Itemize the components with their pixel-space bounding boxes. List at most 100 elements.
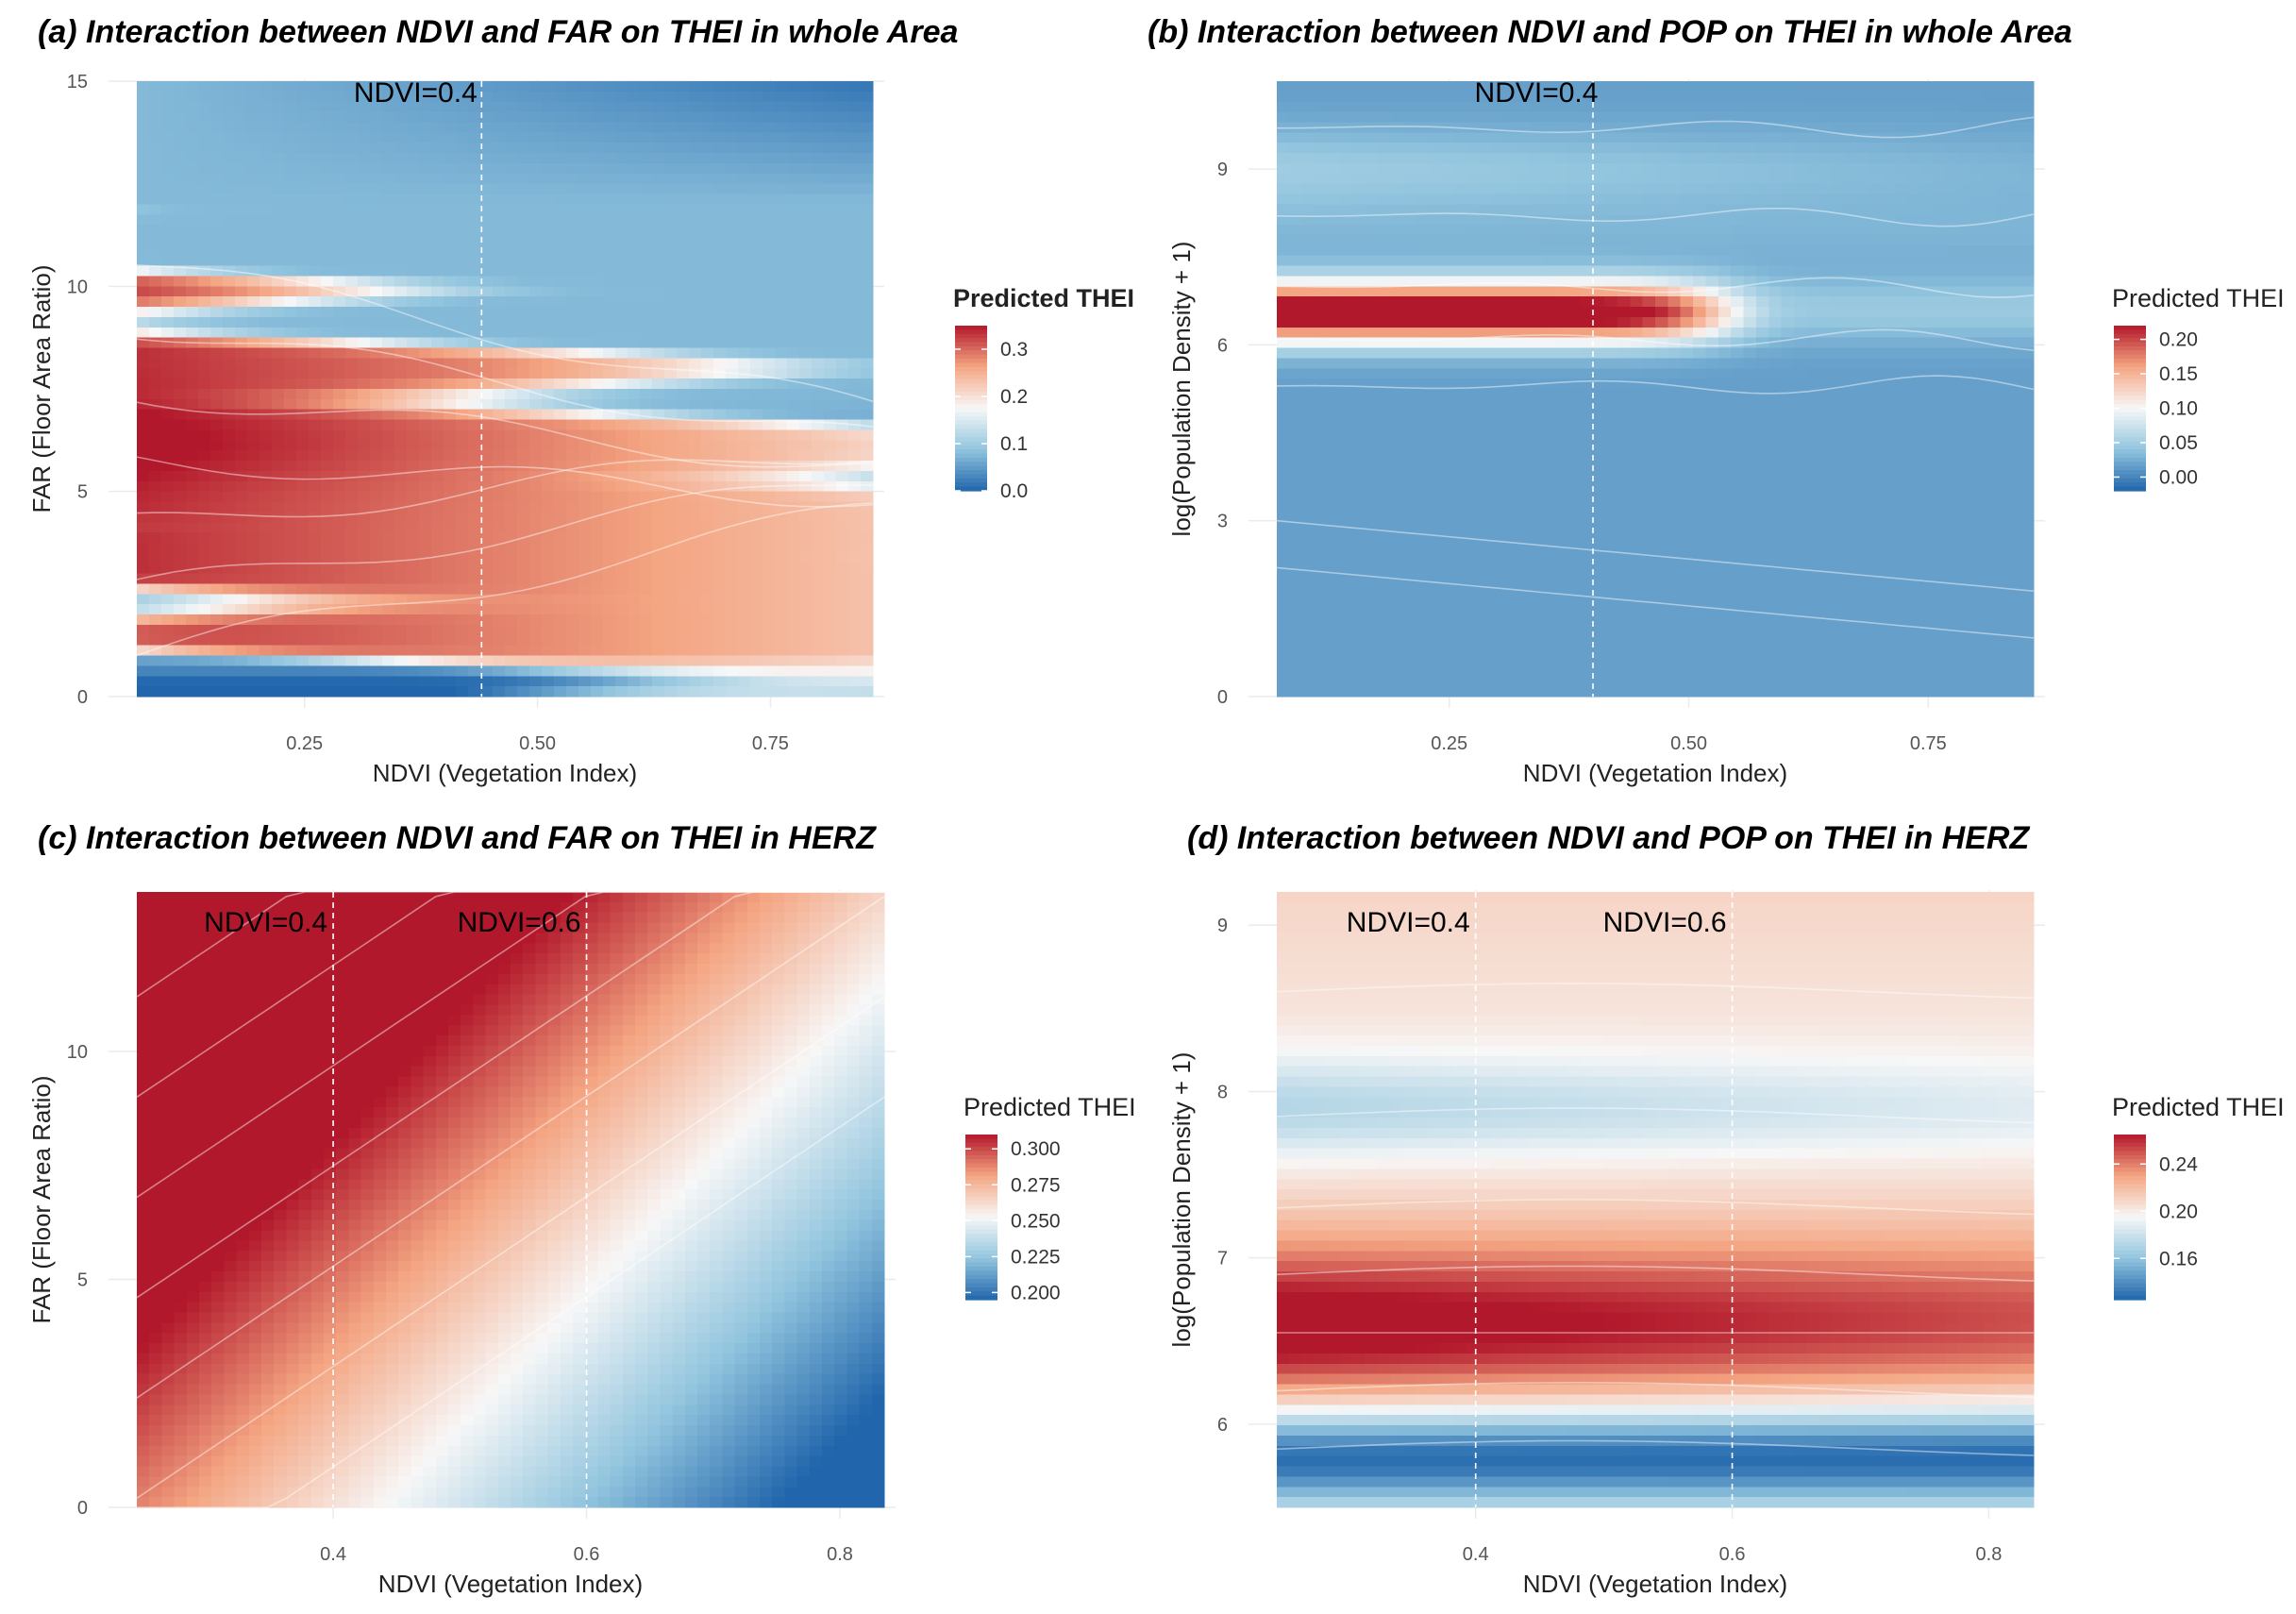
heatmap-cell xyxy=(1301,676,1316,687)
heatmap-cell xyxy=(664,111,678,124)
heatmap-cell xyxy=(750,255,763,267)
heatmap-cell xyxy=(137,501,150,513)
heatmap-cell xyxy=(738,358,751,369)
heatmap-cell xyxy=(493,686,506,698)
heatmap-cell xyxy=(713,491,727,503)
heatmap-cell xyxy=(677,286,690,297)
heatmap-cell xyxy=(407,162,420,175)
heatmap-cell xyxy=(799,552,813,564)
heatmap-cell xyxy=(223,552,236,564)
heatmap-cell xyxy=(444,111,457,124)
heatmap-cell xyxy=(468,676,481,687)
heatmap-cell xyxy=(309,214,322,226)
heatmap-cell xyxy=(1491,573,1505,585)
heatmap-cell xyxy=(235,122,248,133)
heatmap-cell xyxy=(554,337,567,349)
heatmap-cell xyxy=(1503,563,1517,575)
heatmap-cell xyxy=(1402,286,1416,297)
heatmap-cell xyxy=(296,552,310,564)
heatmap-cell xyxy=(358,543,371,554)
heatmap-cell xyxy=(1365,276,1379,287)
heatmap-cell xyxy=(1428,543,1442,554)
heatmap-cell xyxy=(149,512,162,523)
heatmap-cell xyxy=(309,686,322,698)
heatmap-cell xyxy=(394,624,408,636)
heatmap-cell xyxy=(370,81,383,92)
heatmap-cell xyxy=(861,470,874,482)
heatmap-cell xyxy=(1416,583,1429,595)
heatmap-cell xyxy=(836,255,849,267)
heatmap-cell xyxy=(468,429,481,441)
heatmap-cell xyxy=(861,193,874,205)
heatmap-cell xyxy=(444,265,457,277)
heatmap-cell xyxy=(358,122,371,133)
heatmap-cell xyxy=(284,193,297,205)
panel-b-title: (b) Interaction between NDVI and POP on … xyxy=(1148,14,2072,50)
heatmap-cell xyxy=(591,204,604,215)
heatmap-cell xyxy=(701,193,714,205)
heatmap-cell xyxy=(1277,655,1290,666)
heatmap-cell xyxy=(1390,398,1404,411)
heatmap-cell xyxy=(1428,409,1442,421)
heatmap-cell xyxy=(1301,193,1316,205)
heatmap-cell xyxy=(1277,624,1290,636)
heatmap-cell xyxy=(554,316,567,328)
heatmap-cell xyxy=(272,676,285,687)
heatmap-cell xyxy=(198,491,211,503)
heatmap-cell xyxy=(444,398,457,411)
heatmap-cell xyxy=(1491,409,1505,421)
heatmap-cell xyxy=(137,337,150,349)
heatmap-cell xyxy=(1428,532,1442,544)
heatmap-cell xyxy=(763,665,776,677)
heatmap-cell xyxy=(652,235,665,246)
heatmap-cell xyxy=(664,665,678,677)
heatmap-cell xyxy=(738,143,751,154)
heatmap-cell xyxy=(1377,378,1391,390)
heatmap-cell xyxy=(1516,327,1530,339)
heatmap-cell xyxy=(591,296,604,308)
heatmap-cell xyxy=(284,604,297,615)
heatmap-cell xyxy=(1327,122,1341,133)
heatmap-cell xyxy=(542,419,555,431)
heatmap-cell xyxy=(726,522,739,533)
heatmap-cell xyxy=(161,235,175,246)
heatmap-cell xyxy=(689,111,702,124)
heatmap-cell xyxy=(713,604,727,615)
heatmap-cell xyxy=(161,450,175,462)
heatmap-cell xyxy=(505,101,518,113)
heatmap-cell xyxy=(345,101,359,113)
heatmap-cell xyxy=(615,183,628,195)
heatmap-cell xyxy=(1327,512,1341,523)
heatmap-cell xyxy=(272,276,285,287)
heatmap-cell xyxy=(505,204,518,215)
heatmap-cell xyxy=(1377,594,1391,605)
heatmap-cell xyxy=(333,645,346,657)
heatmap-cell xyxy=(603,389,616,400)
heatmap-cell xyxy=(394,81,408,92)
heatmap-cell xyxy=(345,122,359,133)
heatmap-cell xyxy=(419,624,432,636)
heatmap-cell xyxy=(603,235,616,246)
heatmap-cell xyxy=(431,543,444,554)
heatmap-cell xyxy=(1390,101,1404,113)
heatmap-cell xyxy=(1327,573,1341,585)
heatmap-cell xyxy=(198,573,211,585)
heatmap-cell xyxy=(1301,327,1316,339)
heatmap-cell xyxy=(149,132,162,143)
heatmap-cell xyxy=(161,552,175,564)
heatmap-cell xyxy=(517,583,530,595)
heatmap-cell xyxy=(296,173,310,185)
heatmap-cell xyxy=(235,307,248,318)
heatmap-cell xyxy=(1301,480,1316,493)
heatmap-cell xyxy=(689,573,702,585)
heatmap-cell xyxy=(210,91,224,103)
heatmap-cell xyxy=(1327,358,1341,369)
heatmap-cell xyxy=(1529,132,1543,143)
heatmap-cell xyxy=(1503,244,1517,257)
heatmap-cell xyxy=(309,419,322,431)
heatmap-cell xyxy=(309,501,322,513)
heatmap-cell xyxy=(198,327,211,339)
heatmap-cell xyxy=(836,307,849,318)
heatmap-cell xyxy=(701,501,714,513)
heatmap-cell xyxy=(235,573,248,585)
